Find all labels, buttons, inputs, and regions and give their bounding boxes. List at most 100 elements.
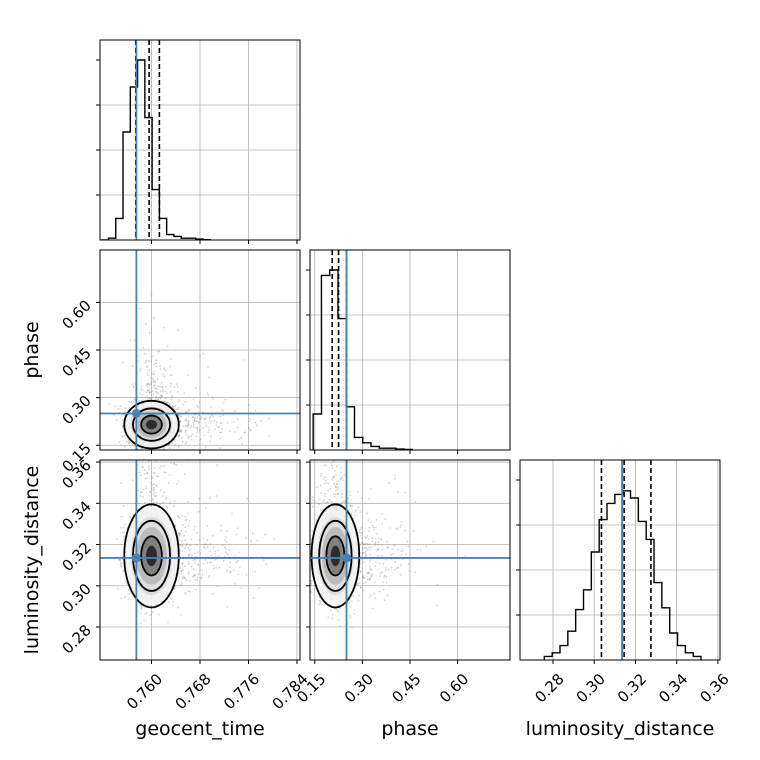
- sample-point: [127, 598, 130, 601]
- sample-point: [222, 409, 225, 412]
- sample-point: [187, 415, 190, 417]
- sample-point: [148, 455, 150, 457]
- sample-point: [175, 482, 178, 485]
- sample-point: [184, 547, 187, 550]
- sample-point: [205, 417, 207, 419]
- sample-point: [199, 438, 202, 440]
- sample-point: [180, 415, 183, 417]
- sample-point: [187, 500, 189, 503]
- sample-point: [190, 424, 193, 427]
- sample-point: [235, 561, 238, 563]
- sample-point: [265, 563, 268, 565]
- sample-point: [179, 420, 181, 423]
- sample-point: [191, 575, 194, 578]
- sample-point: [123, 445, 126, 448]
- sample-point: [183, 575, 185, 578]
- sample-point: [121, 531, 124, 534]
- sample-point: [166, 378, 168, 380]
- sample-point: [193, 418, 196, 420]
- sample-point: [120, 562, 122, 565]
- sample-point: [119, 559, 122, 562]
- sample-point: [203, 418, 206, 420]
- sample-point: [163, 400, 166, 403]
- sample-point: [121, 435, 124, 438]
- sample-point: [177, 606, 180, 609]
- sample-point: [195, 420, 198, 423]
- sample-point: [158, 396, 161, 399]
- sample-point: [199, 552, 202, 555]
- sample-point: [198, 414, 201, 417]
- sample-point: [152, 493, 155, 496]
- sample-point: [187, 420, 190, 422]
- sample-point: [149, 360, 151, 362]
- sample-point: [206, 392, 209, 394]
- sample-point: [184, 442, 187, 445]
- sample-point: [244, 431, 247, 433]
- sample-point: [214, 550, 217, 553]
- sample-point: [181, 562, 184, 565]
- sample-point: [187, 590, 190, 592]
- sample-point: [198, 443, 201, 445]
- sample-point: [163, 367, 166, 370]
- sample-point: [126, 440, 128, 443]
- sample-point: [204, 418, 206, 421]
- sample-point: [179, 428, 181, 431]
- sample-point: [180, 437, 183, 439]
- sample-point: [208, 497, 211, 499]
- sample-point: [155, 391, 158, 393]
- sample-point: [165, 471, 167, 474]
- sample-point: [170, 462, 172, 464]
- sample-point: [214, 428, 217, 431]
- sample-point: [200, 577, 203, 580]
- sample-point: [157, 613, 160, 616]
- sample-point: [179, 549, 182, 552]
- sample-point: [163, 375, 166, 378]
- sample-point: [200, 417, 202, 420]
- sample-point: [180, 613, 182, 616]
- sample-point: [205, 571, 208, 574]
- sample-point: [157, 398, 160, 401]
- sample-point: [199, 354, 202, 357]
- sample-point: [133, 397, 136, 400]
- sample-point: [148, 391, 151, 394]
- sample-point: [194, 387, 197, 389]
- sample-point: [133, 399, 136, 401]
- sample-point: [242, 359, 245, 361]
- sample-point: [156, 452, 158, 454]
- sample-point: [187, 374, 190, 377]
- sample-point: [187, 547, 190, 549]
- sample-point: [206, 545, 209, 547]
- sample-point: [170, 396, 173, 399]
- sample-point: [176, 408, 179, 411]
- sample-point: [187, 560, 190, 563]
- sample-point: [183, 473, 186, 475]
- sample-point: [159, 502, 162, 505]
- sample-point: [179, 567, 182, 569]
- sample-point: [148, 450, 150, 452]
- sample-point: [146, 383, 149, 385]
- sample-point: [181, 545, 184, 548]
- sample-point: [268, 434, 270, 437]
- sample-point: [184, 577, 186, 580]
- sample-point: [140, 447, 143, 450]
- sample-point: [134, 464, 136, 466]
- sample-point: [123, 414, 126, 416]
- sample-point: [177, 532, 180, 534]
- sample-point: [167, 444, 170, 447]
- sample-point: [202, 427, 205, 429]
- sample-point: [156, 387, 159, 390]
- sample-point: [143, 619, 145, 622]
- sample-point: [219, 437, 221, 440]
- sample-point: [143, 502, 146, 504]
- sample-point: [192, 398, 195, 401]
- sample-point: [194, 417, 196, 419]
- sample-point: [236, 418, 239, 421]
- sample-point: [178, 434, 181, 437]
- sample-point: [139, 388, 142, 390]
- sample-point: [224, 555, 226, 558]
- sample-point: [267, 417, 270, 420]
- sample-point: [220, 524, 222, 527]
- sample-point: [243, 431, 246, 434]
- sample-point: [168, 403, 171, 405]
- sample-point: [224, 452, 226, 454]
